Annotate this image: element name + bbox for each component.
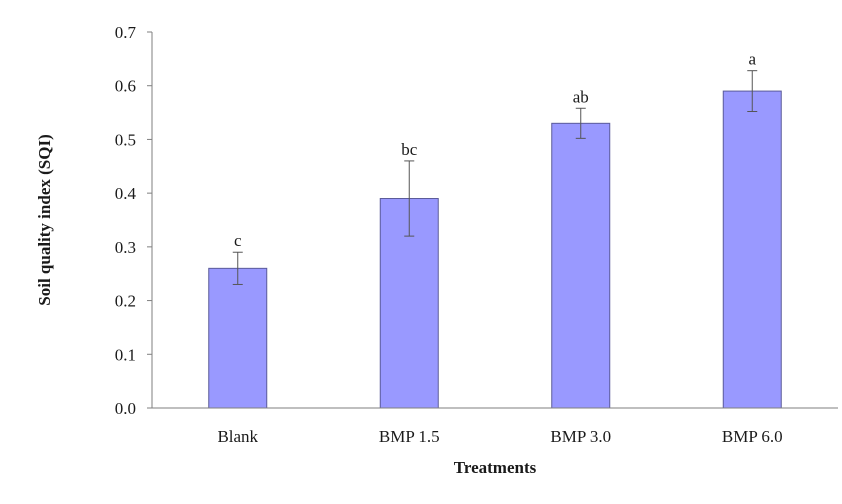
significance-label: ab bbox=[573, 87, 589, 106]
bar bbox=[722, 90, 782, 409]
bar bbox=[551, 122, 611, 409]
y-tick-label: 0.6 bbox=[115, 77, 136, 96]
bar bbox=[208, 267, 268, 409]
y-tick-label: 0.4 bbox=[115, 184, 137, 203]
significance-labels: c bc ab a bbox=[234, 50, 757, 251]
y-axis-title: Soil quality index (SQI) bbox=[35, 134, 54, 305]
y-tick-label: 0.7 bbox=[115, 23, 137, 42]
x-category-label: BMP 6.0 bbox=[722, 427, 783, 446]
x-category-label: Blank bbox=[217, 427, 258, 446]
significance-label: bc bbox=[401, 140, 418, 159]
x-axis-title: Treatments bbox=[454, 458, 537, 477]
y-tick-label: 0.0 bbox=[115, 399, 136, 418]
significance-label: c bbox=[234, 231, 242, 250]
y-tick-label: 0.3 bbox=[115, 238, 136, 257]
bars bbox=[208, 90, 782, 409]
y-tick-label: 0.1 bbox=[115, 345, 136, 364]
x-category-label: BMP 1.5 bbox=[379, 427, 440, 446]
error-bars bbox=[232, 70, 758, 285]
y-tick-label: 0.2 bbox=[115, 292, 136, 311]
y-axis-ticks: 0.0 0.1 0.2 0.3 0.4 0.5 0.6 0.7 bbox=[115, 23, 152, 418]
significance-label: a bbox=[748, 50, 756, 69]
y-tick-label: 0.5 bbox=[115, 130, 136, 149]
x-axis-category-labels: Blank BMP 1.5 BMP 3.0 BMP 6.0 bbox=[217, 427, 782, 446]
x-category-label: BMP 3.0 bbox=[550, 427, 611, 446]
